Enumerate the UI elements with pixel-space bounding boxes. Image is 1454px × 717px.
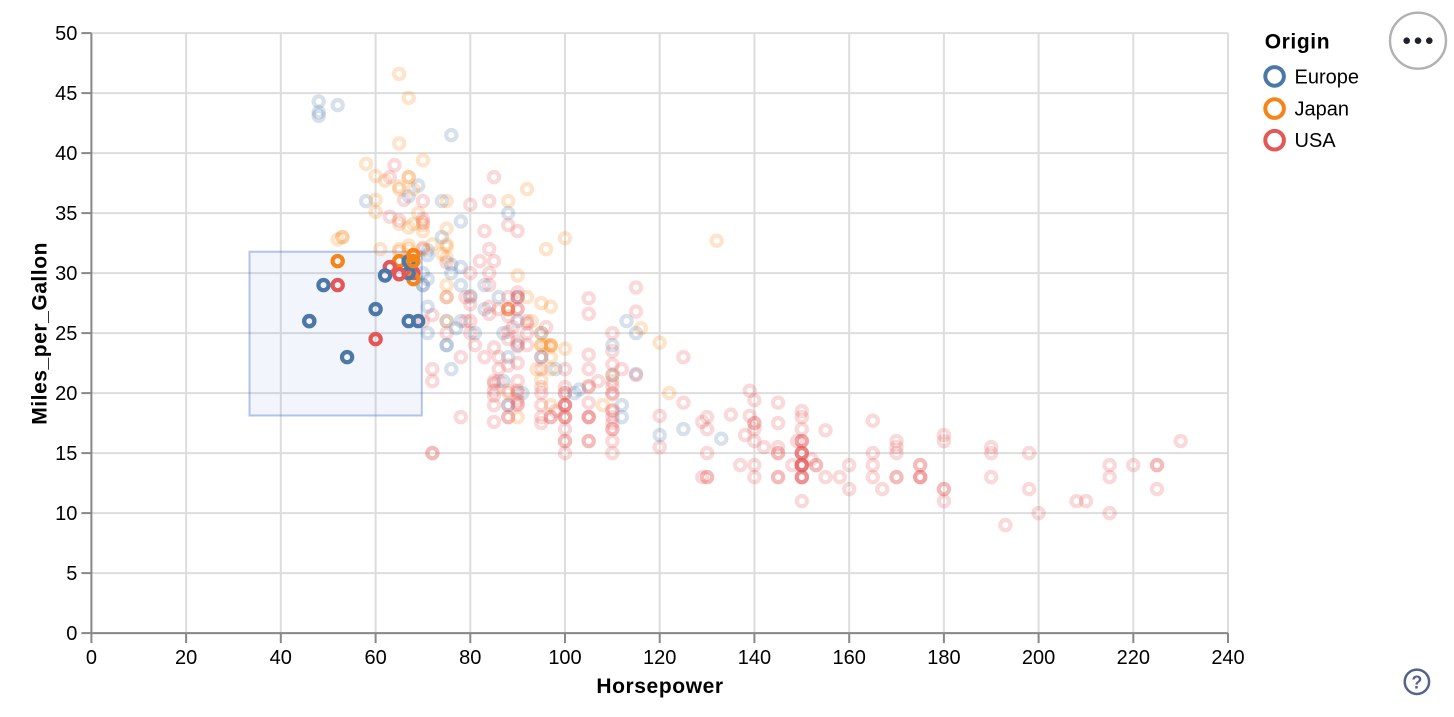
svg-text:0: 0 <box>86 647 97 669</box>
svg-text:Miles_per_Gallon: Miles_per_Gallon <box>29 242 52 425</box>
svg-text:Europe: Europe <box>1295 66 1360 88</box>
svg-text:45: 45 <box>55 83 77 105</box>
svg-text:USA: USA <box>1295 130 1337 152</box>
svg-text:Horsepower: Horsepower <box>596 675 723 698</box>
svg-text:20: 20 <box>55 383 77 405</box>
svg-text:20: 20 <box>175 647 197 669</box>
svg-text:50: 50 <box>55 23 77 45</box>
svg-text:30: 30 <box>55 263 77 285</box>
svg-text:40: 40 <box>55 143 77 165</box>
svg-text:220: 220 <box>1117 647 1150 669</box>
svg-text:240: 240 <box>1211 647 1244 669</box>
svg-text:Japan: Japan <box>1295 99 1350 121</box>
svg-text:10: 10 <box>55 503 77 525</box>
svg-text:200: 200 <box>1022 647 1055 669</box>
svg-text:?: ? <box>1411 673 1422 693</box>
svg-text:80: 80 <box>459 647 481 669</box>
svg-text:160: 160 <box>833 647 866 669</box>
svg-text:0: 0 <box>66 623 77 645</box>
svg-text:180: 180 <box>927 647 960 669</box>
svg-text:40: 40 <box>270 647 292 669</box>
svg-text:5: 5 <box>66 563 77 585</box>
svg-text:15: 15 <box>55 443 77 465</box>
svg-text:Origin: Origin <box>1265 31 1330 54</box>
svg-text:35: 35 <box>55 203 77 225</box>
svg-text:120: 120 <box>643 647 676 669</box>
svg-text:25: 25 <box>55 323 77 345</box>
svg-text:60: 60 <box>364 647 386 669</box>
svg-text:140: 140 <box>738 647 771 669</box>
svg-text:100: 100 <box>548 647 581 669</box>
